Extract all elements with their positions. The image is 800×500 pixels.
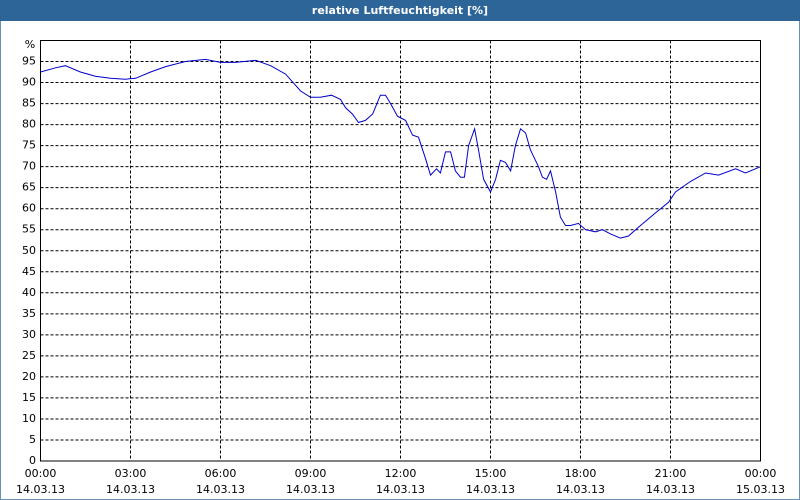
x-tick-label: 00:00: [25, 467, 57, 480]
x-tick-date: 14.03.13: [646, 483, 695, 496]
x-tick-label: 18:00: [565, 467, 597, 480]
y-tick-label: 90: [22, 76, 36, 89]
y-tick-label: 70: [22, 160, 36, 173]
y-tick-label: 25: [22, 349, 36, 362]
y-tick-label: 5: [29, 433, 36, 446]
y-tick-label: 40: [22, 286, 36, 299]
x-tick-date: 14.03.13: [466, 483, 515, 496]
y-tick-label: 15: [22, 391, 36, 404]
x-tick-label: 21:00: [655, 467, 687, 480]
x-tick-date: 14.03.13: [16, 483, 65, 496]
y-tick-label: 80: [22, 118, 36, 131]
x-tick-date: 14.03.13: [106, 483, 155, 496]
x-tick-date: 14.03.13: [376, 483, 425, 496]
x-tick-label: 15:00: [475, 467, 507, 480]
y-tick-label: 0: [29, 454, 36, 467]
x-tick-date: 15.03.13: [736, 483, 785, 496]
title-bar: [0, 0, 800, 21]
x-tick-date: 14.03.13: [196, 483, 245, 496]
y-tick-label: 65: [22, 181, 36, 194]
x-tick-label: 09:00: [295, 467, 327, 480]
y-tick-label: 60: [22, 202, 36, 215]
x-tick-label: 06:00: [205, 467, 237, 480]
data-line: [40, 58, 761, 239]
x-tick-label: 00:00: [745, 467, 777, 480]
y-tick-label: 95: [22, 55, 36, 68]
y-tick-label: 75: [22, 139, 36, 152]
y-unit: %: [25, 38, 35, 51]
y-tick-label: 50: [22, 244, 36, 257]
y-tick-label: 55: [22, 223, 36, 236]
y-tick-label: 20: [22, 370, 36, 383]
x-tick-label: 03:00: [115, 467, 147, 480]
y-tick-label: 30: [22, 328, 36, 341]
x-tick-date: 14.03.13: [556, 483, 605, 496]
x-tick-date: 14.03.13: [286, 483, 335, 496]
y-tick-label: 35: [22, 307, 36, 320]
y-tick-label: 45: [22, 265, 36, 278]
x-tick-label: 12:00: [385, 467, 417, 480]
chart-title: relative Luftfeuchtigkeit [%]: [312, 4, 488, 17]
y-tick-label: 85: [22, 97, 36, 110]
y-tick-label: 10: [22, 412, 36, 425]
